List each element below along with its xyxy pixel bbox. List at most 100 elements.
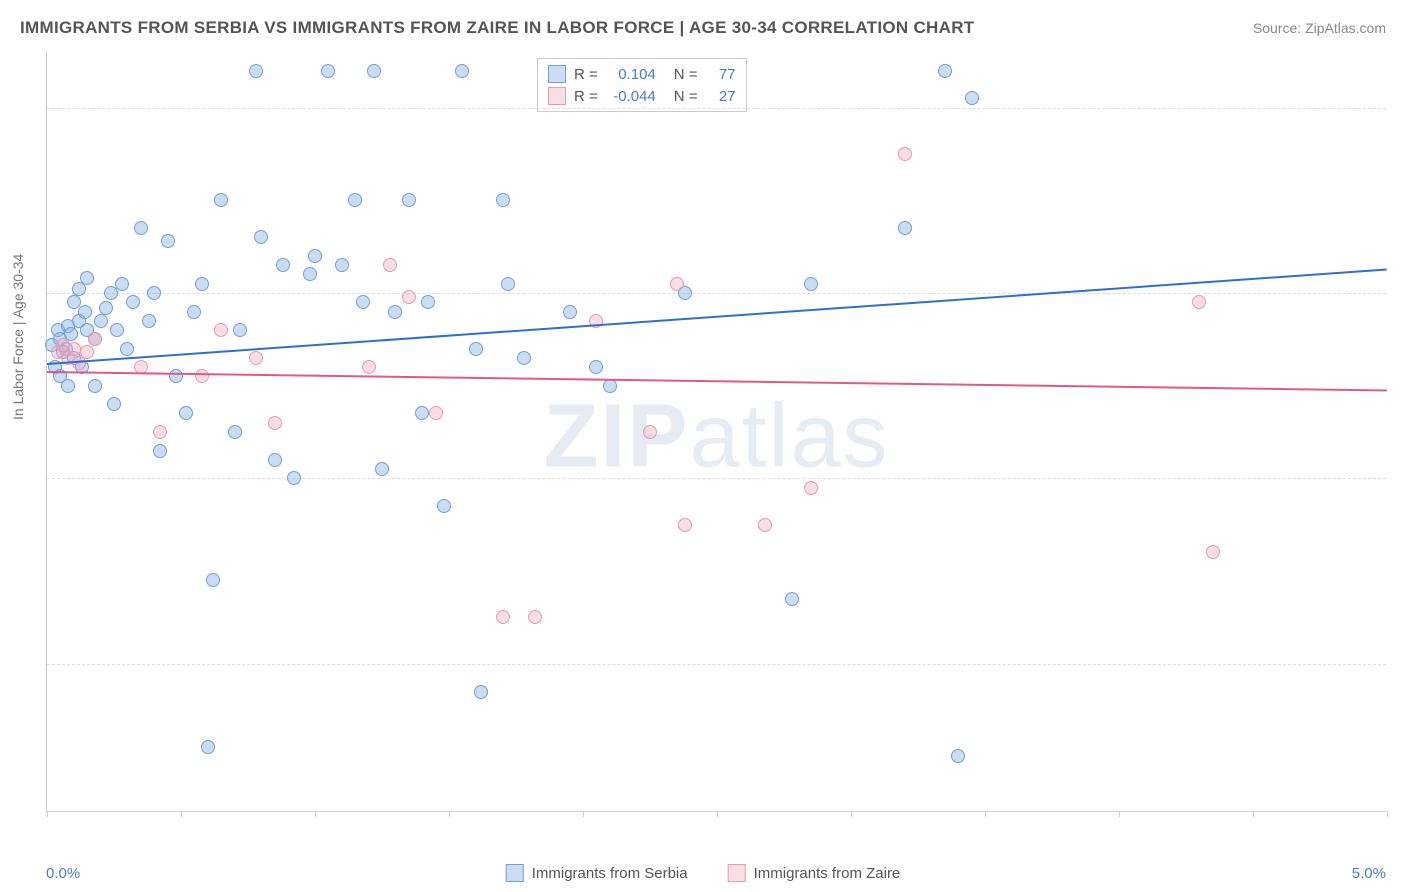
legend-n-label: N = [674,66,698,83]
y-axis-label: In Labor Force | Age 30-34 [10,254,26,420]
legend-r-label: R = [574,66,598,83]
legend-row: R =-0.044N =27 [548,85,736,107]
data-point [80,345,94,359]
trend-line [47,371,1387,392]
series-legend-item: Immigrants from Serbia [506,864,688,882]
data-point [134,221,148,235]
data-point [321,64,335,78]
x-tick [717,811,718,817]
x-tick [315,811,316,817]
data-point [120,342,134,356]
data-point [110,323,124,337]
data-point [402,290,416,304]
data-point [528,610,542,624]
data-point [268,453,282,467]
data-point [1192,295,1206,309]
data-point [367,64,381,78]
data-point [169,369,183,383]
plot-area: ZIPatlas R =0.104N =77R =-0.044N =27 70.… [46,52,1386,812]
gridline-h [47,478,1386,479]
data-point [951,749,965,763]
data-point [153,444,167,458]
legend-swatch [728,864,746,882]
x-tick [449,811,450,817]
data-point [496,610,510,624]
data-point [335,258,349,272]
legend-r-value: 0.104 [606,66,656,83]
series-legend-label: Immigrants from Serbia [532,865,688,882]
gridline-h [47,108,1386,109]
data-point [643,425,657,439]
data-point [61,379,75,393]
data-point [287,471,301,485]
data-point [303,267,317,281]
legend-n-label: N = [674,88,698,105]
series-legend-item: Immigrants from Zaire [728,864,901,882]
data-point [153,425,167,439]
data-point [78,305,92,319]
data-point [268,416,282,430]
data-point [678,518,692,532]
data-point [388,305,402,319]
correlation-legend: R =0.104N =77R =-0.044N =27 [537,58,747,112]
trend-line [47,269,1387,366]
data-point [898,221,912,235]
source-label: Source: ZipAtlas.com [1253,20,1386,36]
x-tick [47,811,48,817]
data-point [276,258,290,272]
data-point [415,406,429,420]
data-point [254,230,268,244]
watermark: ZIPatlas [543,385,889,488]
data-point [437,499,451,513]
data-point [758,518,772,532]
legend-r-label: R = [574,88,598,105]
data-point [474,685,488,699]
data-point [804,277,818,291]
data-point [965,91,979,105]
title-bar: IMMIGRANTS FROM SERBIA VS IMMIGRANTS FRO… [20,18,1386,38]
data-point [107,397,121,411]
data-point [898,147,912,161]
data-point [233,323,247,337]
data-point [785,592,799,606]
x-tick [583,811,584,817]
data-point [99,301,113,315]
data-point [308,249,322,263]
legend-n-value: 27 [706,88,736,105]
legend-row: R = 0.104 N = 77 [548,63,736,85]
data-point [670,277,684,291]
data-point [1206,545,1220,559]
x-min-label: 0.0% [46,865,80,882]
data-point [589,360,603,374]
data-point [126,295,140,309]
legend-n-value: 77 [706,66,736,83]
x-tick [985,811,986,817]
data-point [206,573,220,587]
data-point [115,277,129,291]
data-point [147,286,161,300]
data-point [362,360,376,374]
legend-swatch [548,65,566,83]
data-point [804,481,818,495]
data-point [455,64,469,78]
data-point [88,379,102,393]
data-point [228,425,242,439]
x-tick [851,811,852,817]
data-point [214,323,228,337]
x-tick [181,811,182,817]
y-tick-label: 70.0% [1396,655,1406,672]
x-tick [1253,811,1254,817]
gridline-h [47,293,1386,294]
data-point [80,271,94,285]
data-point [195,277,209,291]
x-tick [1387,811,1388,817]
x-tick [1119,811,1120,817]
data-point [383,258,397,272]
data-point [88,332,102,346]
data-point [517,351,531,365]
legend-swatch [548,87,566,105]
data-point [356,295,370,309]
data-point [402,193,416,207]
data-point [142,314,156,328]
y-tick-label: 90.0% [1396,284,1406,301]
